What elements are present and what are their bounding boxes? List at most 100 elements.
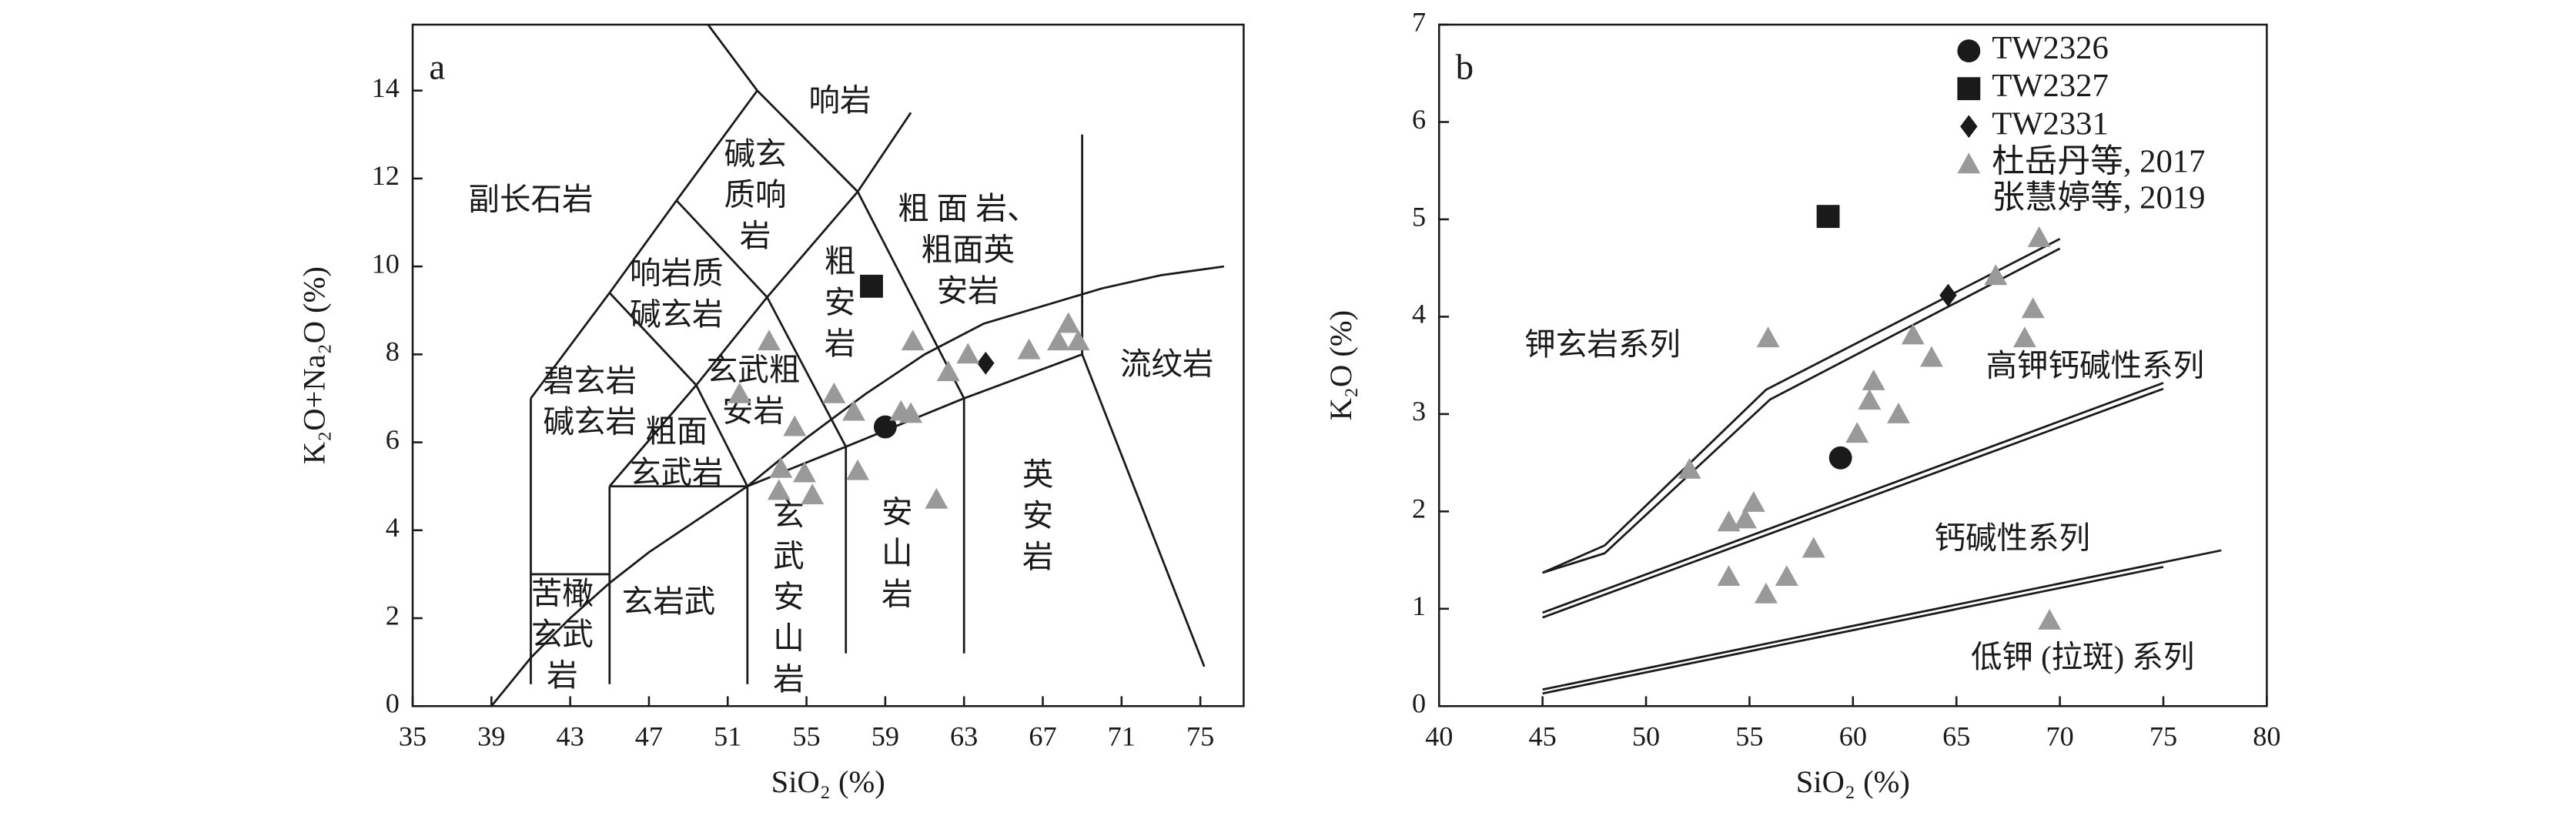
field-label-line: 钙碱性系列 [1934, 521, 2090, 556]
field-label: 玄武安山岩 [773, 498, 805, 697]
point [873, 415, 897, 439]
field-boundary [1542, 566, 2164, 695]
field-label-line: 低钾 (拉斑) 系列 [1971, 640, 2194, 674]
field-label: 碱玄质响岩 [724, 137, 787, 254]
legend-marker [1960, 115, 1978, 139]
field-label-line: 副长石岩 [468, 182, 593, 217]
point [1887, 402, 1910, 423]
point [1816, 205, 1840, 229]
field-label-line: 武 [773, 539, 805, 574]
x-tick-label: 39 [477, 721, 505, 751]
point [2012, 326, 2036, 348]
y-axis-label: K₂O+Na₂O (%) [297, 266, 332, 464]
point [1734, 507, 1757, 529]
y-tick-label: 8 [386, 336, 400, 367]
x-axis-label: SiO₂ (%) [1796, 764, 1910, 799]
field-label-line: 玄武岩 [630, 456, 724, 490]
field-label: 安山岩 [882, 495, 913, 612]
legend-label: TW2331 [1992, 105, 2109, 142]
point [793, 461, 816, 483]
x-tick-label: 60 [1839, 721, 1867, 751]
legend-marker [1957, 152, 1981, 174]
field-label: 苦橄玄武岩 [531, 577, 594, 694]
field-label-line: 玄 [773, 498, 805, 533]
field-label: 流纹岩 [1120, 347, 1214, 382]
point [2038, 609, 2062, 630]
point [1828, 446, 1852, 470]
field-label-line: 碱玄岩 [630, 297, 724, 332]
point [925, 487, 948, 509]
x-tick-label: 47 [635, 721, 663, 751]
field-boundary [707, 24, 912, 194]
point [1984, 264, 2008, 286]
point [822, 382, 846, 403]
field-label-line: 碱玄 [724, 137, 787, 172]
field-label-line: 安 [1022, 499, 1054, 533]
point [728, 382, 751, 403]
field-boundary [1542, 549, 2222, 691]
point [842, 400, 865, 421]
x-tick-label: 65 [1942, 721, 1970, 751]
point [956, 343, 980, 364]
field-label: 高钾钙碱性系列 [1986, 349, 2204, 383]
field-boundary [490, 485, 748, 707]
field-boundary [746, 265, 1225, 487]
point [801, 483, 825, 505]
y-tick-label: 12 [372, 160, 400, 191]
field-label-line: 玄武粗 [707, 353, 801, 387]
field-label-line: 粗面英 [922, 232, 1015, 267]
field-boundary [856, 191, 965, 400]
field-label-line: 玄岩武 [622, 584, 716, 619]
field-label-line: 玄武 [531, 617, 594, 652]
x-tick-label: 71 [1108, 721, 1136, 751]
point [1754, 582, 1778, 604]
field-label-line: 粗 面 岩、 [898, 192, 1038, 226]
field-boundary [1542, 387, 2164, 619]
legend-marker [1957, 39, 1981, 63]
legend-label-line: TW2331 [1992, 105, 2109, 142]
field-boundary [608, 292, 749, 487]
field-label: 副长石岩 [468, 182, 593, 217]
x-tick-label: 51 [714, 721, 741, 751]
point [2021, 297, 2045, 319]
field-label-line: 英 [1022, 458, 1054, 493]
field-label-line: 质响 [724, 178, 787, 212]
field-boundary [530, 89, 758, 400]
field-label-line: 高钾钙碱性系列 [1986, 349, 2204, 383]
legend-label-line: TW2326 [1992, 30, 2109, 66]
field-label-line: 粗 [825, 244, 856, 279]
field-label: 响岩 [809, 83, 871, 118]
legend-label: TW2327 [1992, 68, 2109, 104]
field-label-line: 响岩质 [630, 256, 724, 291]
y-tick-label: 6 [1412, 104, 1426, 135]
legend-label: 杜岳丹等, 2017 张慧婷等, 2019 [1992, 143, 2205, 216]
field-label: 粗安岩 [825, 244, 856, 361]
y-tick-label: 6 [386, 424, 400, 455]
point [767, 479, 791, 500]
field-label: 粗 面 岩、粗面英安岩 [898, 192, 1038, 309]
point [1066, 329, 1090, 351]
field-label-line: 安 [882, 495, 913, 530]
field-label-line: 山 [773, 621, 805, 656]
field-label: 粗面玄武岩 [630, 414, 724, 490]
y-tick-label: 0 [1412, 688, 1426, 719]
field-label-line: 岩 [1022, 540, 1054, 574]
point [977, 351, 995, 375]
field-label-line: 岩 [547, 658, 578, 693]
y-tick-label: 2 [1412, 493, 1426, 524]
field-label-line: 山 [882, 536, 913, 570]
x-tick-label: 75 [2149, 721, 2177, 751]
y-tick-label: 14 [372, 72, 400, 103]
y-tick-label: 3 [1412, 396, 1426, 426]
x-tick-label: 45 [1529, 721, 1557, 751]
point [1901, 323, 1925, 345]
point [936, 360, 960, 382]
legend-marker [1957, 77, 1981, 101]
field-label-line: 流纹岩 [1120, 347, 1214, 382]
point [1717, 565, 1741, 587]
field-boundary [1542, 382, 2164, 614]
field-label-line: 岩 [882, 577, 913, 612]
field-label-line: 岩 [825, 326, 856, 361]
x-tick-label: 80 [2253, 721, 2280, 751]
